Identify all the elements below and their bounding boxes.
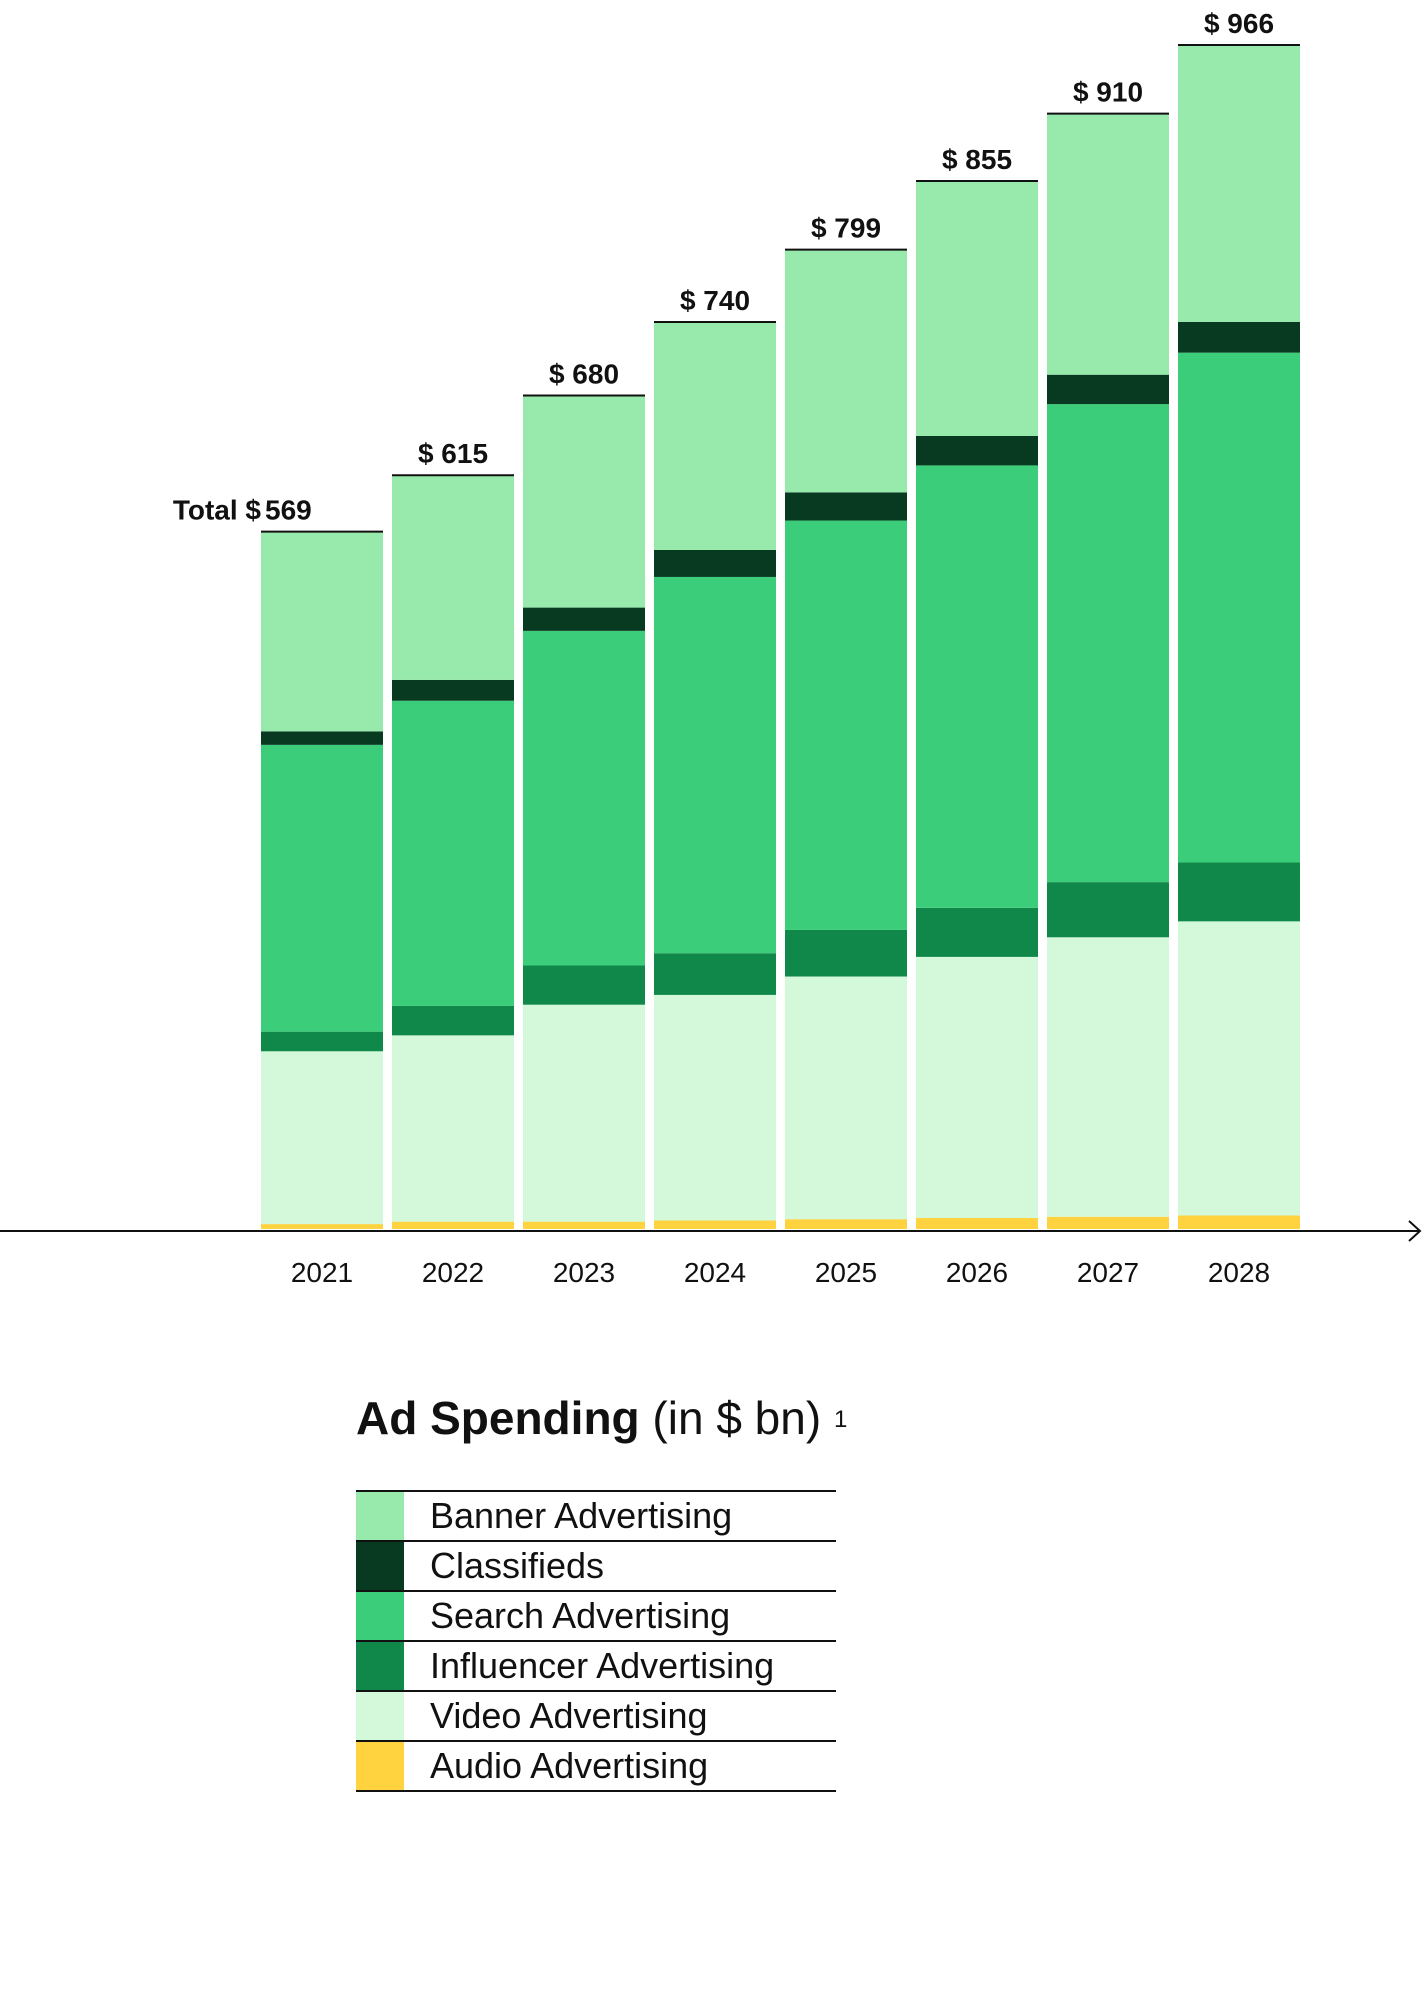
- bar-audio-advertising-2024: [654, 1220, 776, 1229]
- bars-layer: [261, 45, 1300, 1229]
- x-tick-labels: 2021 2022 2023 2024 2025 2026 2027 2028: [291, 1257, 1270, 1288]
- bar-video-advertising-2022: [392, 1035, 514, 1222]
- legend-rows: Banner Advertising Classifieds Search Adve…: [356, 1490, 836, 1792]
- bar-audio-advertising-2027: [1047, 1216, 1169, 1229]
- legend-label-banner-advertising: Banner Advertising: [430, 1495, 733, 1536]
- bar-influencer-advertising-2027: [1047, 882, 1169, 938]
- bar-influencer-advertising-2023: [523, 965, 645, 1005]
- bar-classifieds-2027: [1047, 374, 1169, 405]
- bar-banner-advertising-2025: [785, 249, 907, 493]
- bar-video-advertising-2024: [654, 994, 776, 1221]
- bar-search-advertising-2026: [916, 465, 1038, 908]
- legend: Ad Spending (in $ bn) 1 Banner Advertisi…: [356, 1390, 847, 1792]
- legend-item-search-advertising: Search Advertising: [356, 1590, 836, 1640]
- legend-swatch-classifieds: [356, 1542, 404, 1590]
- legend-swatch-search-advertising: [356, 1592, 404, 1640]
- bar-banner-advertising-2021: [261, 531, 383, 732]
- legend-item-classifieds: Classifieds: [356, 1540, 836, 1590]
- total-label-2022: $ 615: [418, 438, 488, 469]
- total-label-2025: $ 799: [811, 213, 881, 244]
- bar-video-advertising-2027: [1047, 937, 1169, 1217]
- legend-title: Ad Spending (in $ bn) 1: [356, 1390, 847, 1446]
- bar-classifieds-2022: [392, 679, 514, 701]
- total-label-2023: $ 680: [549, 359, 619, 390]
- legend-label-audio-advertising: Audio Advertising: [430, 1745, 709, 1786]
- bar-video-advertising-2021: [261, 1051, 383, 1225]
- x-tick-label-2024: 2024: [684, 1257, 746, 1288]
- legend-item-video-advertising: Video Advertising: [356, 1690, 836, 1740]
- bar-search-advertising-2022: [392, 700, 514, 1006]
- bar-search-advertising-2024: [654, 576, 776, 954]
- bar-influencer-advertising-2024: [654, 953, 776, 995]
- bar-banner-advertising-2028: [1178, 45, 1300, 323]
- x-tick-label-2027: 2027: [1077, 1257, 1139, 1288]
- bar-classifieds-2021: [261, 731, 383, 745]
- bar-video-advertising-2026: [916, 956, 1038, 1218]
- bar-search-advertising-2025: [785, 520, 907, 930]
- bar-search-advertising-2023: [523, 630, 645, 966]
- bar-influencer-advertising-2028: [1178, 862, 1300, 922]
- bar-audio-advertising-2026: [916, 1217, 1038, 1229]
- bar-banner-advertising-2022: [392, 475, 514, 680]
- legend-swatch-influencer-advertising: [356, 1642, 404, 1690]
- bar-video-advertising-2028: [1178, 921, 1300, 1216]
- total-label-2024: $ 740: [680, 285, 750, 316]
- bar-influencer-advertising-2022: [392, 1005, 514, 1036]
- legend-swatch-video-advertising: [356, 1692, 404, 1740]
- bar-banner-advertising-2027: [1047, 113, 1169, 375]
- bar-audio-advertising-2028: [1178, 1215, 1300, 1229]
- legend-label-classifieds: Classifieds: [430, 1545, 605, 1586]
- bar-audio-advertising-2022: [392, 1221, 514, 1229]
- bar-search-advertising-2027: [1047, 404, 1169, 883]
- total-prefix-label: Total $: [173, 495, 262, 526]
- bar-classifieds-2023: [523, 607, 645, 631]
- legend-item-audio-advertising: Audio Advertising: [356, 1740, 836, 1792]
- x-tick-label-2026: 2026: [946, 1257, 1008, 1288]
- x-tick-label-2025: 2025: [815, 1257, 877, 1288]
- legend-title-footnote: 1: [833, 1406, 848, 1433]
- legend-title-main: Ad Spending: [356, 1392, 640, 1444]
- legend-title-unit: (in $ bn): [652, 1392, 822, 1444]
- bar-influencer-advertising-2025: [785, 929, 907, 977]
- legend-swatch-banner-advertising: [356, 1492, 404, 1540]
- x-tick-label-2023: 2023: [553, 1257, 615, 1288]
- bar-video-advertising-2025: [785, 976, 907, 1220]
- legend-label-influencer-advertising: Influencer Advertising: [430, 1645, 775, 1686]
- bar-influencer-advertising-2021: [261, 1031, 383, 1052]
- bar-search-advertising-2028: [1178, 352, 1300, 863]
- bar-search-advertising-2021: [261, 744, 383, 1032]
- bar-audio-advertising-2025: [785, 1219, 907, 1229]
- legend-swatch-audio-advertising: [356, 1742, 404, 1790]
- legend-label-search-advertising: Search Advertising: [430, 1595, 731, 1636]
- bar-banner-advertising-2023: [523, 395, 645, 608]
- x-tick-label-2022: 2022: [422, 1257, 484, 1288]
- bar-classifieds-2024: [654, 549, 776, 577]
- bar-banner-advertising-2026: [916, 181, 1038, 436]
- x-tick-label-2028: 2028: [1208, 1257, 1270, 1288]
- legend-label-video-advertising: Video Advertising: [430, 1695, 708, 1736]
- bar-audio-advertising-2021: [261, 1224, 383, 1229]
- legend-item-influencer-advertising: Influencer Advertising: [356, 1640, 836, 1690]
- bar-audio-advertising-2023: [523, 1221, 645, 1229]
- total-label-2026: $ 855: [942, 144, 1012, 175]
- total-label-2021: 569: [265, 495, 312, 526]
- bar-classifieds-2025: [785, 492, 907, 521]
- bar-video-advertising-2023: [523, 1004, 645, 1222]
- x-tick-label-2021: 2021: [291, 1257, 353, 1288]
- bar-classifieds-2026: [916, 435, 1038, 466]
- total-label-2028: $ 966: [1204, 8, 1274, 39]
- bar-influencer-advertising-2026: [916, 907, 1038, 957]
- bar-classifieds-2028: [1178, 322, 1300, 353]
- total-label-2027: $ 910: [1073, 77, 1143, 108]
- bar-banner-advertising-2024: [654, 322, 776, 550]
- legend-item-banner-advertising: Banner Advertising: [356, 1490, 836, 1540]
- x-axis-arrow-icon: [1408, 1220, 1422, 1242]
